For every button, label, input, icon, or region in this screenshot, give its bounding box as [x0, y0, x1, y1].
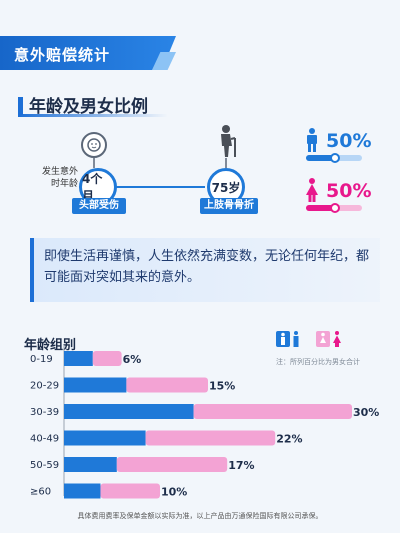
legend-female — [316, 331, 330, 347]
bar-total-label: 30% — [353, 406, 379, 419]
baby-icon — [81, 132, 107, 158]
bar-total-label: 17% — [228, 459, 254, 472]
quote-box: 即使生活再谨慎，人生依然充满变数，无论任何年纪，都可能面对突如其来的意外。 — [30, 238, 380, 302]
category-label: 20-29 — [30, 381, 59, 392]
bar-female-segment — [116, 457, 228, 472]
bar-male-segment — [64, 483, 101, 499]
chart-title: 年龄组别 — [24, 338, 77, 353]
bar-total-label: 6% — [123, 353, 142, 366]
category-label: 30-39 — [30, 407, 59, 418]
category-label: 0-19 — [30, 354, 53, 365]
bar-total-label: 15% — [209, 380, 235, 393]
elderly-icon — [214, 124, 240, 158]
caption-old: 上肢骨骨折 — [200, 198, 258, 214]
timeline-label: 发生意外 时年龄 — [41, 167, 78, 189]
bar-female-segment — [145, 430, 276, 446]
bar-chart: 0-19 6% 20-29 15% 30-39 30% 40-49 22% 50-59 17% ≥6… — [30, 345, 379, 499]
female-percent: 50% — [326, 180, 372, 202]
bar-total-label: 10% — [161, 486, 187, 499]
category-label: ≥60 — [30, 487, 51, 498]
bar-male-segment — [64, 430, 146, 446]
quote-text: 即使生活再谨慎，人生依然充满变数，无论任何年纪，都可能面对突如其来的意外。 — [44, 249, 370, 285]
male-slider-thumb — [330, 153, 340, 163]
section-title: 年龄及男女比例 — [18, 92, 148, 117]
legend-male-glyph — [292, 331, 300, 347]
bar-female-segment — [100, 483, 160, 499]
caption-young: 头部受伤 — [72, 198, 126, 214]
male-icon — [305, 128, 319, 152]
bar-male-segment — [64, 457, 117, 472]
male-fill — [306, 155, 334, 161]
bar-female-segment — [126, 377, 208, 393]
female-fill — [306, 205, 334, 211]
bar-male-segment — [64, 351, 93, 366]
footer-disclaimer: 具体费用费率及保单金额以实际为准，以上产品由万通保险国际有限公司承保。 — [77, 512, 323, 520]
legend-female-glyph — [332, 331, 342, 347]
category-label: 50-59 — [30, 460, 59, 471]
bar-male-segment — [64, 377, 127, 393]
section-marker — [18, 97, 23, 115]
bar-female-segment — [92, 351, 122, 366]
female-slider-thumb — [330, 203, 340, 213]
chart-note: 注：所列百分比为男女合计 — [276, 358, 360, 366]
banner-title: 意外赔偿统计 — [0, 36, 176, 70]
category-label: 40-49 — [30, 434, 59, 445]
section-underline — [18, 114, 168, 117]
male-percent: 50% — [326, 130, 372, 152]
bar-total-label: 22% — [276, 433, 302, 446]
section-title-text: 年龄及男女比例 — [29, 97, 148, 117]
legend-male — [276, 331, 290, 347]
legend-male-icon — [281, 332, 285, 345]
bar-male-segment — [64, 404, 194, 419]
legend-female-icon — [320, 332, 326, 343]
female-icon — [304, 178, 320, 202]
bar-female-segment — [193, 404, 352, 419]
